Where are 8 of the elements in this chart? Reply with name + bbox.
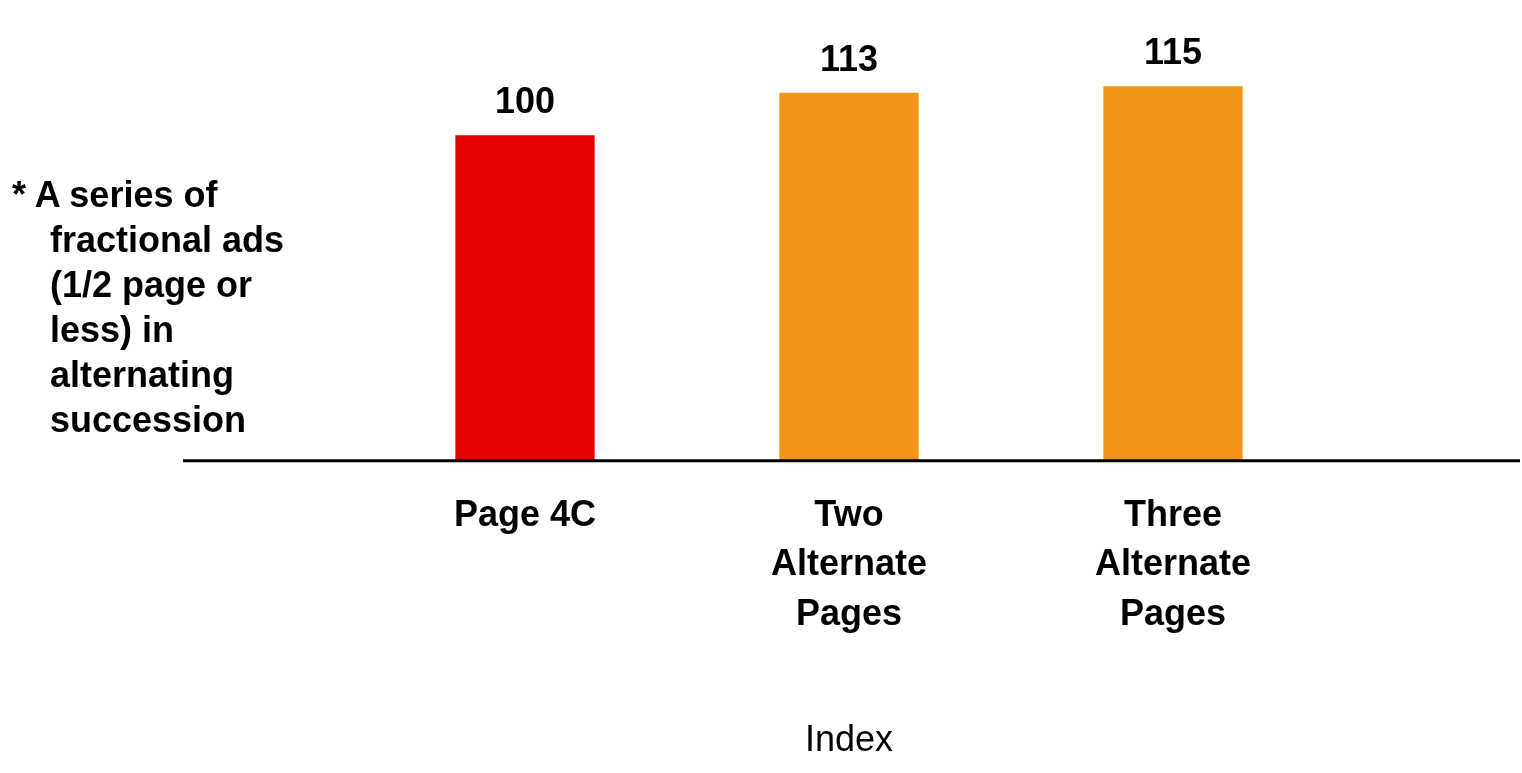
- data-label: 100: [494, 80, 556, 122]
- x-tick-label: Three Alternate Pages: [1094, 492, 1252, 633]
- x-axis-title: Index: [804, 718, 894, 760]
- data-label: 113: [819, 37, 879, 79]
- x-tick-label: Two Alternate Pages: [770, 492, 928, 633]
- data-label: 115: [1143, 31, 1203, 73]
- annotation: * A series of fractional ads (1/2 page or less) in alternating succession: [12, 173, 286, 442]
- x-tick-label: Page 4C: [453, 492, 597, 534]
